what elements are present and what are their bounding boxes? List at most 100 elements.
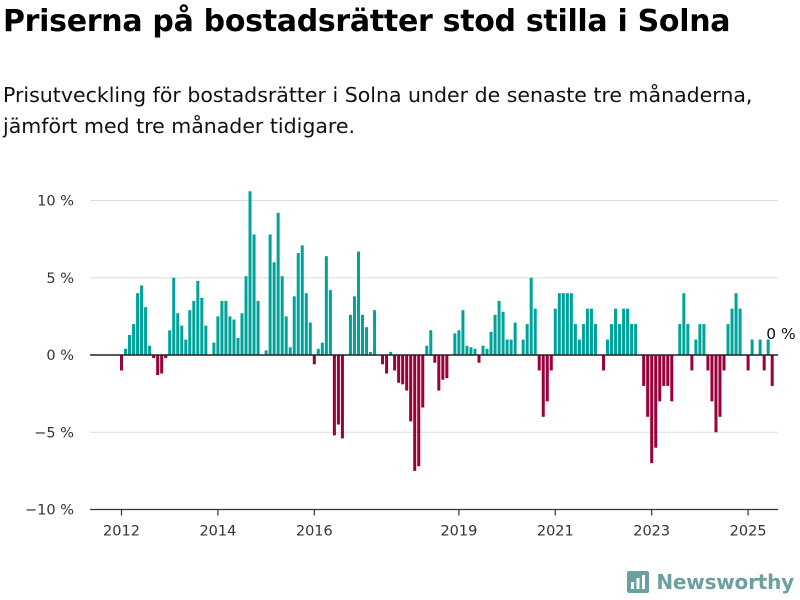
brand-name: Newsworthy — [656, 570, 794, 594]
bar — [726, 324, 730, 355]
bar — [256, 300, 260, 355]
bar — [156, 355, 160, 376]
bar — [750, 339, 754, 355]
bar — [477, 355, 481, 363]
bar — [296, 253, 300, 355]
bar — [212, 342, 216, 355]
bar — [240, 313, 244, 355]
bar — [324, 256, 328, 355]
bar — [481, 345, 485, 355]
bar — [686, 324, 690, 355]
bar — [429, 330, 433, 355]
bar — [569, 293, 573, 355]
bar — [124, 348, 128, 355]
bar — [356, 251, 360, 355]
bar — [537, 355, 541, 371]
bar — [634, 324, 638, 355]
x-tick-label: 2023 — [633, 524, 670, 540]
bar — [236, 338, 240, 355]
bar — [541, 355, 545, 417]
bar — [421, 355, 425, 408]
bar — [469, 347, 473, 355]
newsworthy-logo-icon — [627, 571, 650, 593]
y-tick-label: 0 % — [46, 348, 74, 364]
bar — [565, 293, 569, 355]
bar — [457, 330, 461, 355]
bar — [425, 345, 429, 355]
bar — [730, 308, 734, 355]
bar — [176, 313, 180, 355]
bar — [409, 355, 413, 422]
bar — [180, 325, 184, 355]
bar — [746, 355, 750, 371]
bar — [706, 355, 710, 371]
bar — [630, 324, 634, 355]
bar — [549, 355, 553, 371]
bar — [401, 355, 405, 385]
bar — [292, 296, 296, 355]
bars — [120, 191, 774, 471]
bar — [148, 345, 152, 355]
bar — [304, 293, 308, 355]
bar — [184, 339, 188, 355]
bar — [352, 296, 356, 355]
bar — [658, 355, 662, 402]
bar — [577, 339, 581, 355]
x-tick-label: 2012 — [103, 524, 140, 540]
bar — [316, 348, 320, 355]
bar — [393, 355, 397, 371]
bar — [385, 355, 389, 374]
page-title: Priserna på bostadsrätter stod stilla i … — [3, 4, 731, 39]
bar — [445, 355, 449, 379]
bar — [722, 355, 726, 371]
bar — [136, 293, 140, 355]
bar — [493, 314, 497, 355]
bar — [642, 355, 646, 386]
bar — [553, 308, 557, 355]
bar — [678, 324, 682, 355]
bar — [525, 324, 529, 355]
bar — [614, 308, 618, 355]
bar — [128, 334, 132, 355]
bar — [710, 355, 714, 402]
bar — [610, 324, 614, 355]
bar — [348, 314, 352, 355]
bar — [662, 355, 666, 386]
bar — [320, 342, 324, 355]
bar — [581, 324, 585, 355]
bar — [766, 339, 770, 355]
page-subtitle: Prisutveckling för bostadsrätter i Solna… — [3, 83, 753, 138]
bar — [738, 308, 742, 355]
y-tick-label: −5 % — [34, 425, 74, 441]
bar — [280, 276, 284, 355]
bar — [734, 293, 738, 355]
last-value-annotation: 0 % — [766, 325, 796, 343]
bar — [485, 348, 489, 355]
bar — [120, 355, 123, 371]
bar — [220, 300, 224, 355]
bar — [164, 355, 168, 359]
bar — [441, 355, 445, 380]
bar — [160, 355, 164, 374]
bar — [593, 324, 597, 355]
bar — [413, 355, 417, 471]
bar — [204, 325, 208, 355]
bar — [288, 347, 292, 355]
y-tick-label: −10 % — [25, 503, 74, 519]
bar — [264, 350, 268, 355]
bar — [336, 355, 340, 425]
bar — [505, 339, 509, 355]
bar — [453, 333, 457, 355]
bar — [272, 262, 276, 355]
bar — [557, 293, 561, 355]
bar — [585, 308, 589, 355]
bar — [533, 308, 537, 355]
bar — [561, 293, 565, 355]
x-tick-label: 2019 — [440, 524, 477, 540]
bar — [312, 355, 316, 365]
bar — [437, 355, 441, 391]
bar — [152, 355, 156, 359]
bar — [244, 276, 248, 355]
bar — [529, 277, 533, 355]
x-tick-label: 2021 — [537, 524, 574, 540]
